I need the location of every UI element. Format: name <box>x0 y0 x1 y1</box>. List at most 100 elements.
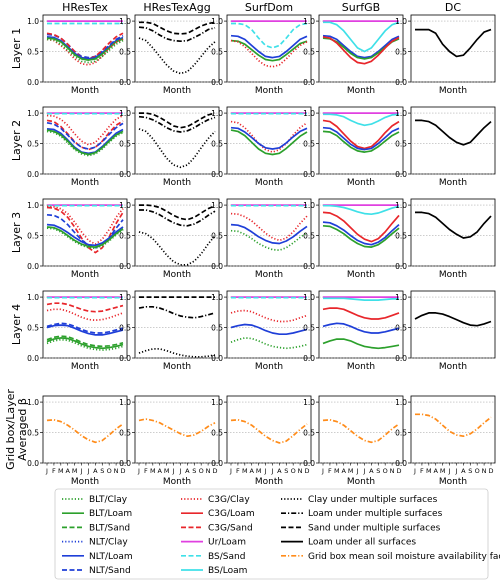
x-tick-label: A <box>93 467 98 475</box>
series-line-blt-loam <box>46 37 124 61</box>
x-axis-label: Month <box>439 178 467 188</box>
x-tick-label: S <box>192 467 196 475</box>
x-tick-label: N <box>298 467 303 475</box>
y-tick-label: 1.0 <box>119 201 131 210</box>
legend-label-c3g-clay: C3G/Clay <box>208 495 250 505</box>
y-tick-label: 0.5 <box>119 232 131 241</box>
panel-1-1: 0.0 0.5 1.0 Month <box>119 106 220 188</box>
x-axis-label: Month <box>439 86 467 96</box>
x-tick-label: O <box>199 467 204 475</box>
x-axis-label: Month <box>163 86 191 96</box>
series-line-c3g-clay <box>46 205 124 245</box>
panel-frame <box>318 106 404 175</box>
row-label-1: Layer 2 <box>10 120 23 161</box>
x-tick-label: A <box>461 467 466 475</box>
panel-frame <box>226 290 312 359</box>
series-line-nlt-loam <box>46 324 124 336</box>
x-axis-label: Month <box>255 178 283 188</box>
x-axis-label: Month <box>163 178 191 188</box>
x-tick-label: F <box>236 467 240 475</box>
y-tick-label: 0.0 <box>395 459 407 468</box>
series-line-sand-multi <box>139 21 216 35</box>
x-tick-label: J <box>321 467 324 475</box>
series-line-blt-loam <box>322 338 400 350</box>
series-line-nlt-sand <box>46 322 124 334</box>
y-tick-label: 1.0 <box>395 17 407 26</box>
panel-0-1: 0.0 0.5 1.0 Month <box>119 14 220 96</box>
row-label-3: Layer 4 <box>10 304 23 345</box>
x-axis-label: Month <box>71 477 99 487</box>
panel-frame <box>226 395 312 464</box>
legend-label-clay-multi: Clay under multiple surfaces <box>308 495 438 505</box>
x-axis-label: Month <box>163 362 191 372</box>
panel-frame <box>318 14 404 83</box>
y-tick-label: 1.0 <box>27 398 39 407</box>
panel-frame <box>134 14 220 83</box>
x-tick-label: D <box>120 467 125 475</box>
series-line-blt-clay <box>46 38 124 64</box>
legend-label-nlt-loam: NLT/Loam <box>89 552 133 562</box>
panel-frame <box>134 198 220 267</box>
x-tick-label: D <box>488 467 493 475</box>
series-line-beta <box>46 418 124 444</box>
y-tick-label: 0.0 <box>395 262 407 271</box>
legend-frame <box>54 488 489 580</box>
series-line-bs-sand <box>231 22 308 49</box>
x-tick-label: J <box>454 467 457 475</box>
x-axis-label: Month <box>347 362 375 372</box>
series-line-blt-sand <box>46 335 124 348</box>
panel-frame <box>42 14 128 83</box>
panel-3-3: 0.0 0.5 1.0 Month <box>303 290 404 372</box>
x-tick-label: A <box>158 467 163 475</box>
series-line-nlt-loam <box>322 34 400 59</box>
legend-label-ur-loam: Ur/Loam <box>208 538 246 548</box>
x-tick-label: A <box>250 467 255 475</box>
x-tick-label: A <box>434 467 439 475</box>
x-tick-label: N <box>390 467 395 475</box>
series-line-clay-multi <box>138 37 216 75</box>
series-line-nlt-sand <box>46 33 124 59</box>
panel-frame <box>42 106 128 175</box>
x-axis-label: Month <box>71 362 99 372</box>
panel-2-0: 0.0 0.5 1.0 Month <box>27 198 128 280</box>
series-line-blt-loam <box>230 129 308 156</box>
y-tick-label: 0.5 <box>211 429 223 438</box>
y-tick-label: 1.0 <box>211 17 223 26</box>
y-tick-label: 0.5 <box>395 140 407 149</box>
x-tick-label: J <box>413 467 416 475</box>
x-tick-label: M <box>164 467 170 475</box>
x-tick-label: J <box>362 467 365 475</box>
series-line-c3g-sand <box>46 302 124 313</box>
series-line-loam-multi <box>139 209 216 227</box>
legend-label-sand-multi: Sand under multiple surfaces <box>308 523 441 533</box>
x-axis-label: Month <box>255 86 283 96</box>
y-tick-label: 1.0 <box>395 201 407 210</box>
x-tick-label: O <box>475 467 480 475</box>
y-tick-label: 0.5 <box>119 48 131 57</box>
x-tick-label: D <box>212 467 217 475</box>
series-line-bs-loam <box>323 297 399 301</box>
y-tick-label: 1.0 <box>27 17 39 26</box>
series-line-blt-clay <box>46 227 124 250</box>
panel-1-4: 0.0 0.5 1.0 Month <box>395 106 496 188</box>
series-line-bs-loam <box>323 204 400 216</box>
legend-label-nlt-clay: NLT/Clay <box>89 538 128 548</box>
x-tick-label: A <box>185 467 190 475</box>
x-tick-label: S <box>100 467 104 475</box>
series-line-beta <box>138 418 216 438</box>
series-line-nlt-loam <box>322 221 400 246</box>
panel-2-3: 0.0 0.5 1.0 Month <box>303 198 404 280</box>
series-line-beta <box>415 413 492 438</box>
panel-frame <box>134 106 220 175</box>
legend-label-beta: Grid box mean soil moisture availability… <box>308 552 500 562</box>
y-tick-label: 0.0 <box>27 78 39 87</box>
series-line-clay-multi <box>138 348 216 358</box>
series-line-c3g-loam <box>322 119 400 150</box>
y-tick-label: 0.0 <box>211 459 223 468</box>
x-axis-label: Month <box>347 86 375 96</box>
series-line-blt-clay <box>230 337 308 350</box>
